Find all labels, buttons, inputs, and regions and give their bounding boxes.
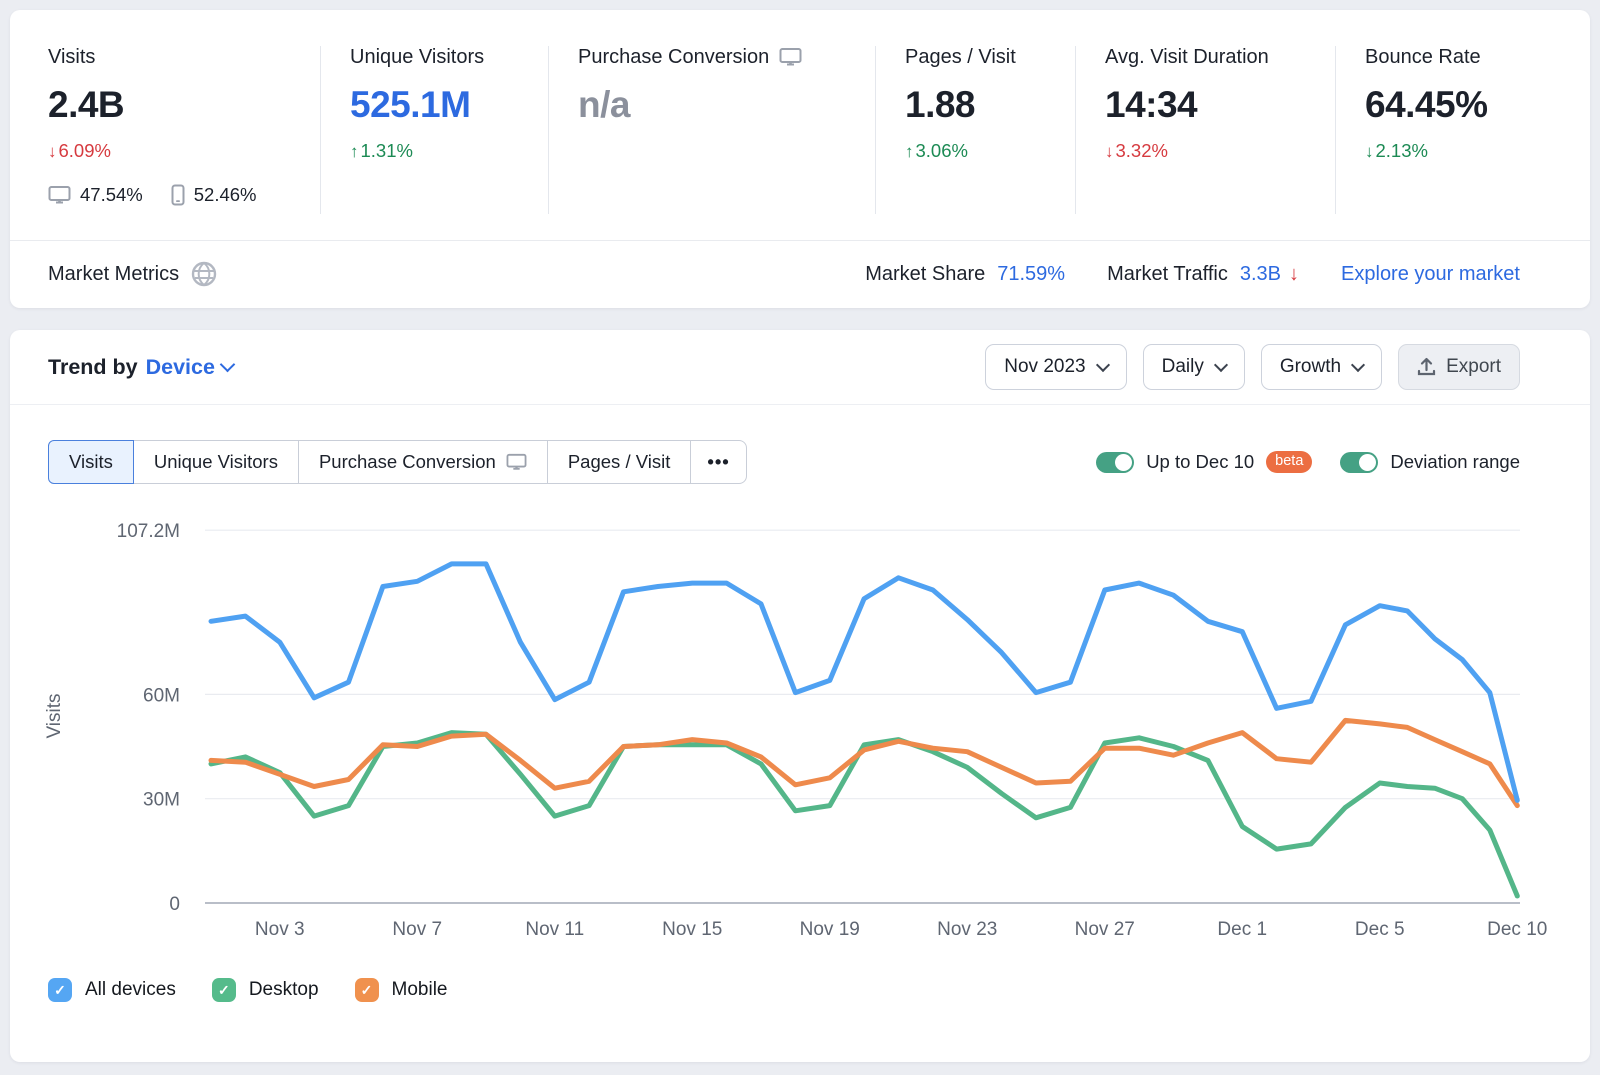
checkbox-checked-icon[interactable]: ✓ — [354, 978, 379, 1002]
metric-delta: ↑ 3.06% — [905, 140, 968, 161]
device-split: 47.54% 52.46% — [48, 184, 310, 206]
more-tabs-button[interactable]: ••• — [690, 440, 747, 484]
market-traffic: Market Traffic 3.3B ↓ — [1107, 262, 1300, 285]
up-arrow-icon: ↑ — [905, 142, 914, 161]
metric-delta: ↓ 6.09% — [48, 140, 111, 161]
mobile-icon — [171, 184, 185, 206]
tab-purchase-conversion[interactable]: Purchase Conversion — [297, 440, 548, 484]
svg-text:Dec 1: Dec 1 — [1217, 919, 1267, 940]
explore-market-link[interactable]: Explore your market — [1341, 262, 1520, 285]
upload-icon — [1417, 357, 1436, 376]
beta-badge: beta — [1266, 451, 1313, 473]
desktop-icon — [506, 453, 527, 470]
down-arrow-icon: ↓ — [48, 142, 57, 161]
device-selector[interactable]: Device — [146, 355, 236, 380]
trend-title: Trend by Device — [48, 355, 236, 380]
svg-text:Nov 3: Nov 3 — [255, 919, 305, 940]
down-arrow-icon: ↓ — [1365, 142, 1374, 161]
market-share: Market Share 71.59% — [865, 262, 1066, 285]
metric-value: n/a — [578, 84, 630, 125]
metric-value: 2.4B — [48, 84, 125, 125]
metric-delta: ↑ 1.31% — [350, 140, 413, 161]
chevron-down-icon — [1213, 357, 1228, 372]
market-share-value[interactable]: 71.59% — [997, 262, 1066, 285]
chevron-down-icon — [1351, 357, 1366, 372]
deviation-range-toggle[interactable] — [1340, 451, 1379, 473]
ellipsis-icon: ••• — [707, 451, 730, 472]
metric-visits: Visits 2.4B ↓ 6.09% 47.54% 52.46% — [10, 10, 320, 240]
desktop-share: 47.54% — [80, 184, 143, 205]
metric-label: Bounce Rate — [1365, 46, 1481, 68]
export-button[interactable]: Export — [1398, 344, 1520, 390]
tab-pages-per-visit[interactable]: Pages / Visit — [546, 440, 692, 484]
metric-value: 1.88 — [905, 84, 976, 125]
mode-dropdown[interactable]: Growth — [1260, 344, 1383, 390]
metric-label: Visits — [48, 46, 96, 68]
metrics-row: Visits 2.4B ↓ 6.09% 47.54% 52.46% — [10, 10, 1590, 240]
metric-value[interactable]: 525.1M — [350, 84, 471, 125]
svg-text:Nov 23: Nov 23 — [937, 919, 997, 940]
up-arrow-icon: ↑ — [350, 142, 359, 161]
svg-text:Nov 11: Nov 11 — [525, 919, 584, 940]
toggle-label: Deviation range — [1390, 451, 1520, 472]
metric-avg-visit-duration: Avg. Visit Duration 14:34 ↓ 3.32% — [1075, 10, 1335, 240]
period-dropdown[interactable]: Nov 2023 — [985, 344, 1127, 390]
up-to-date-toggle[interactable] — [1096, 451, 1135, 473]
mobile-share: 52.46% — [193, 184, 257, 205]
svg-text:0: 0 — [169, 894, 180, 915]
trend-line-chart: 107.2M 60M 30M 0 Nov 3 Nov 7 Nov 11 Nov 15 Nov 1… — [44, 521, 1547, 940]
up-to-date-toggle-group: Up to Dec 10 beta — [1096, 451, 1313, 473]
granularity-dropdown[interactable]: Daily — [1142, 344, 1245, 390]
tab-unique-visitors[interactable]: Unique Visitors — [132, 440, 299, 484]
svg-text:Dec 5: Dec 5 — [1355, 919, 1405, 940]
market-traffic-value[interactable]: 3.3B — [1239, 262, 1282, 285]
metric-delta: ↓ 2.13% — [1365, 140, 1428, 161]
metric-label: Unique Visitors — [350, 46, 485, 68]
chevron-down-icon — [1095, 357, 1110, 372]
metric-label: Pages / Visit — [905, 46, 1016, 68]
legend-desktop[interactable]: ✓ Desktop — [211, 978, 319, 1002]
market-metrics-row: Market Metrics Market Share 71.59% Marke… — [10, 240, 1590, 307]
svg-text:Nov 7: Nov 7 — [392, 919, 442, 940]
metric-unique-visitors: Unique Visitors 525.1M ↑ 1.31% — [320, 10, 548, 240]
svg-text:30M: 30M — [143, 790, 180, 811]
trend-card: Trend by Device Nov 2023 Daily Growth — [10, 330, 1590, 1062]
deviation-range-toggle-group: Deviation range — [1340, 451, 1520, 473]
chevron-down-icon — [219, 356, 236, 373]
svg-text:Dec 10: Dec 10 — [1487, 919, 1547, 940]
chart-controls-row: Visits Unique Visitors Purchase Conversi… — [48, 440, 1520, 484]
summary-card: Visits 2.4B ↓ 6.09% 47.54% 52.46% — [10, 10, 1590, 308]
legend-all-devices[interactable]: ✓ All devices — [48, 978, 176, 1002]
checkbox-checked-icon[interactable]: ✓ — [48, 978, 72, 1002]
down-arrow-icon: ↓ — [1105, 142, 1114, 161]
svg-text:Visits: Visits — [44, 693, 65, 738]
svg-text:Nov 19: Nov 19 — [800, 919, 860, 940]
svg-text:107.2M: 107.2M — [117, 521, 180, 542]
legend-mobile[interactable]: ✓ Mobile — [354, 978, 448, 1002]
market-metrics-title: Market Metrics — [48, 261, 217, 287]
metric-pages-per-visit: Pages / Visit 1.88 ↑ 3.06% — [875, 10, 1075, 240]
globe-icon — [191, 261, 217, 287]
desktop-icon — [779, 48, 802, 66]
svg-text:Nov 27: Nov 27 — [1075, 919, 1135, 940]
svg-text:Nov 15: Nov 15 — [662, 919, 722, 940]
chart-legend: ✓ All devices ✓ Desktop ✓ Mobile — [48, 978, 448, 1002]
tab-visits[interactable]: Visits — [48, 440, 134, 484]
metric-label: Avg. Visit Duration — [1105, 46, 1269, 68]
metric-purchase-conversion: Purchase Conversion n/a — [548, 10, 875, 240]
metric-value: 14:34 — [1105, 84, 1198, 125]
metric-value: 64.45% — [1365, 84, 1488, 125]
metric-delta: ↓ 3.32% — [1105, 140, 1168, 161]
metric-tabs: Visits Unique Visitors Purchase Conversi… — [48, 440, 747, 484]
toggle-label: Up to Dec 10 — [1146, 451, 1255, 472]
checkbox-checked-icon[interactable]: ✓ — [211, 978, 236, 1002]
metric-bounce-rate: Bounce Rate 64.45% ↓ 2.13% — [1335, 10, 1590, 240]
trend-header: Trend by Device Nov 2023 Daily Growth — [10, 330, 1590, 405]
svg-text:60M: 60M — [143, 685, 180, 706]
desktop-icon — [48, 185, 71, 203]
down-arrow-icon: ↓ — [1289, 262, 1300, 285]
metric-label: Purchase Conversion — [578, 46, 865, 69]
